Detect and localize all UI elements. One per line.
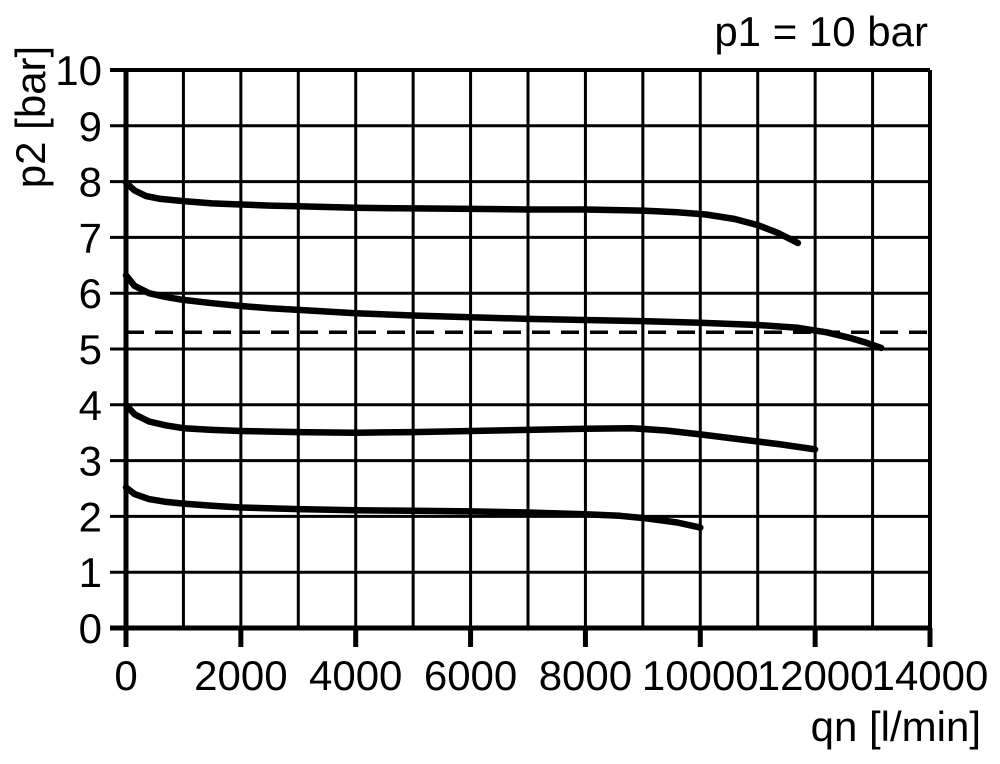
- pressure-curve-3: [122, 401, 819, 453]
- y-tick-label: 9: [79, 103, 102, 150]
- x-tick-label: 2000: [194, 652, 287, 699]
- x-tick-label: 8000: [539, 652, 632, 699]
- pressure-curve-2: [122, 272, 885, 352]
- x-axis-label: qn [l/min]: [811, 703, 981, 750]
- y-tick-label: 5: [79, 326, 102, 373]
- x-tick-label: 6000: [424, 652, 517, 699]
- axes-and-ticks: [110, 68, 933, 647]
- y-tick-label: 3: [79, 438, 102, 485]
- pressure-curve-4: [122, 484, 704, 531]
- y-tick-label: 2: [79, 493, 102, 540]
- x-tick-label: 10000: [642, 652, 759, 699]
- y-tick-label: 0: [79, 605, 102, 652]
- y-tick-label: 8: [79, 159, 102, 206]
- y-tick-label: 6: [79, 270, 102, 317]
- grid-lines: [110, 70, 930, 628]
- x-tick-label: 4000: [309, 652, 402, 699]
- y-axis-label: p2 [bar]: [7, 46, 54, 188]
- x-tick-label: 14000: [872, 652, 989, 699]
- x-tick-label: 12000: [757, 652, 874, 699]
- y-tick-label: 7: [79, 214, 102, 261]
- y-tick-label: 4: [79, 382, 102, 429]
- y-tick-label: 10: [55, 47, 102, 94]
- y-tick-label: 1: [79, 549, 102, 596]
- pressure-curve-1: [122, 179, 802, 247]
- x-tick-label: 0: [114, 652, 137, 699]
- chart-title: p1 = 10 bar: [714, 8, 928, 55]
- curve-layer: [122, 179, 885, 531]
